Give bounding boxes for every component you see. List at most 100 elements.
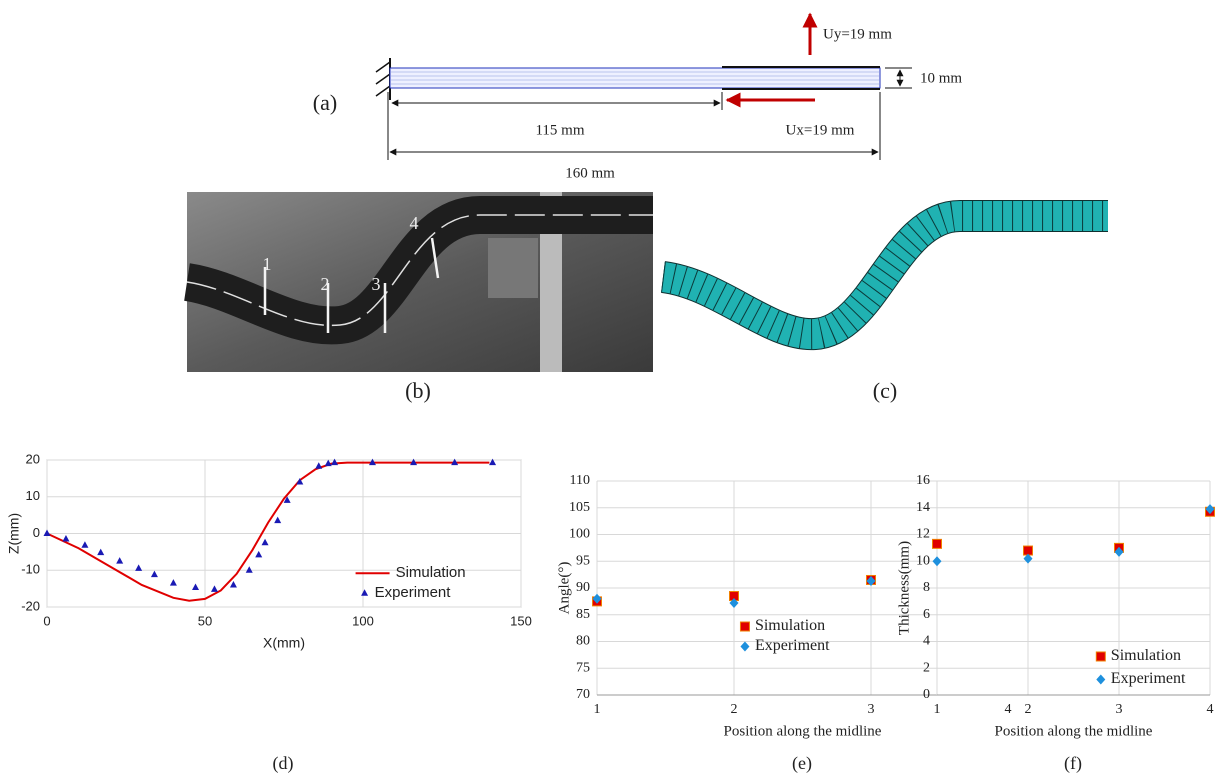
- y-tick-label: 16: [916, 473, 930, 488]
- legend-label: Experiment: [375, 584, 452, 601]
- data-point: [135, 564, 143, 571]
- data-point: [729, 597, 739, 608]
- panel-label: (c): [873, 378, 897, 403]
- legend-label: Experiment: [755, 637, 830, 654]
- chart: -20 -10 0 10 20 0 50 100 150 X(mm) Z(mm) (d) Simulat…: [6, 451, 532, 774]
- panel-label: (a): [313, 90, 337, 115]
- data-point: [368, 458, 376, 466]
- y-tick-label: 0: [33, 525, 40, 540]
- y-tick-label: 14: [916, 500, 930, 515]
- legend-label: Simulation: [396, 564, 466, 581]
- data-point: [1114, 546, 1124, 557]
- data-point: [150, 570, 158, 578]
- x-tick-label: 4: [1207, 702, 1214, 717]
- y-tick-label: 75: [576, 660, 590, 675]
- y-tick-label: 90: [576, 580, 590, 595]
- data-point: [489, 458, 497, 466]
- panel-label: (e): [792, 753, 812, 774]
- x-tick-label: 100: [352, 613, 374, 628]
- y-tick-label: 85: [576, 607, 590, 622]
- x-axis-label: Position along the midline: [995, 723, 1153, 739]
- panel-label: (b): [405, 378, 431, 403]
- y-tick-label: 80: [576, 634, 590, 649]
- dimension-label: 10 mm: [920, 70, 962, 86]
- data-point: [324, 459, 332, 467]
- data-point: [169, 579, 177, 586]
- data-point: [283, 496, 291, 503]
- panel-c: (c): [660, 200, 1108, 403]
- y-tick-label: -20: [21, 598, 40, 613]
- x-tick-label: 2: [731, 702, 738, 717]
- y-axis-label: Angle(°): [556, 562, 572, 615]
- load-label: Ux=19 mm: [786, 122, 855, 138]
- legend-marker: [739, 621, 750, 632]
- data-point: [229, 580, 237, 588]
- y-tick-label: 110: [570, 473, 590, 488]
- legend-marker: [740, 641, 750, 652]
- y-tick-label: 6: [923, 607, 930, 622]
- data-point: [315, 462, 323, 469]
- panel-b: (b) 1 2 3 4: [183, 192, 653, 403]
- section-marker: 1: [263, 254, 272, 274]
- data-point: [1205, 504, 1215, 515]
- data-point: [932, 538, 942, 549]
- legend-label: Experiment: [1111, 670, 1186, 687]
- x-tick-label: 0: [43, 613, 50, 628]
- y-tick-label: 105: [569, 500, 590, 515]
- data-point: [866, 576, 876, 587]
- y-axis-label: Z(mm): [6, 513, 22, 554]
- y-tick-label: 100: [569, 527, 590, 542]
- data-point: [410, 458, 418, 466]
- data-point: [97, 548, 105, 556]
- data-point: [62, 535, 70, 542]
- dimension-label: 160 mm: [565, 165, 615, 181]
- data-point: [592, 593, 602, 604]
- section-marker: 2: [321, 274, 330, 294]
- x-tick-label: 150: [510, 613, 532, 628]
- section-marker: 4: [410, 213, 419, 233]
- y-tick-label: 12: [916, 527, 930, 542]
- x-tick-label: 3: [868, 702, 875, 717]
- legend-marker: [1096, 674, 1106, 685]
- y-tick-label: 70: [576, 687, 590, 702]
- x-tick-label: 50: [198, 613, 212, 628]
- legend-label: Simulation: [755, 617, 825, 634]
- y-tick-label: 10: [26, 488, 40, 503]
- x-tick-label: 4: [1005, 702, 1012, 717]
- y-tick-label: 0: [923, 687, 930, 702]
- y-tick-label: 8: [923, 580, 930, 595]
- x-axis-label: X(mm): [263, 635, 305, 651]
- x-tick-label: 3: [1116, 702, 1123, 717]
- data-point: [296, 478, 304, 485]
- data-point: [192, 583, 200, 591]
- load-label: Uy=19 mm: [823, 26, 892, 42]
- y-tick-label: 2: [923, 660, 930, 675]
- data-point: [451, 458, 459, 466]
- legend-marker: [361, 589, 369, 596]
- x-axis-label: Position along the midline: [724, 723, 882, 739]
- panel-a: (a) Uy=19 mm 10 mm 115 mm Ux=19 mm 160 m…: [313, 12, 962, 181]
- x-tick-label: 1: [594, 702, 601, 717]
- data-point: [210, 585, 218, 592]
- y-tick-label: -10: [21, 562, 40, 577]
- legend-marker: [1095, 651, 1106, 662]
- y-tick-label: 10: [916, 553, 930, 568]
- y-tick-label: 4: [923, 634, 930, 649]
- y-axis-label: Thickness(mm): [896, 541, 912, 635]
- data-point: [255, 550, 263, 558]
- data-point: [932, 556, 942, 567]
- y-tick-label: 95: [576, 553, 590, 568]
- panel-label: (d): [273, 753, 294, 774]
- y-tick-label: 20: [26, 451, 40, 466]
- data-point: [81, 541, 89, 548]
- data-point: [274, 516, 282, 524]
- panel-label: (f): [1064, 753, 1082, 774]
- data-point: [1023, 553, 1033, 564]
- data-point: [43, 529, 51, 536]
- x-tick-label: 1: [934, 702, 941, 717]
- data-point: [331, 458, 339, 466]
- data-line: [46, 461, 490, 602]
- data-point: [116, 557, 124, 564]
